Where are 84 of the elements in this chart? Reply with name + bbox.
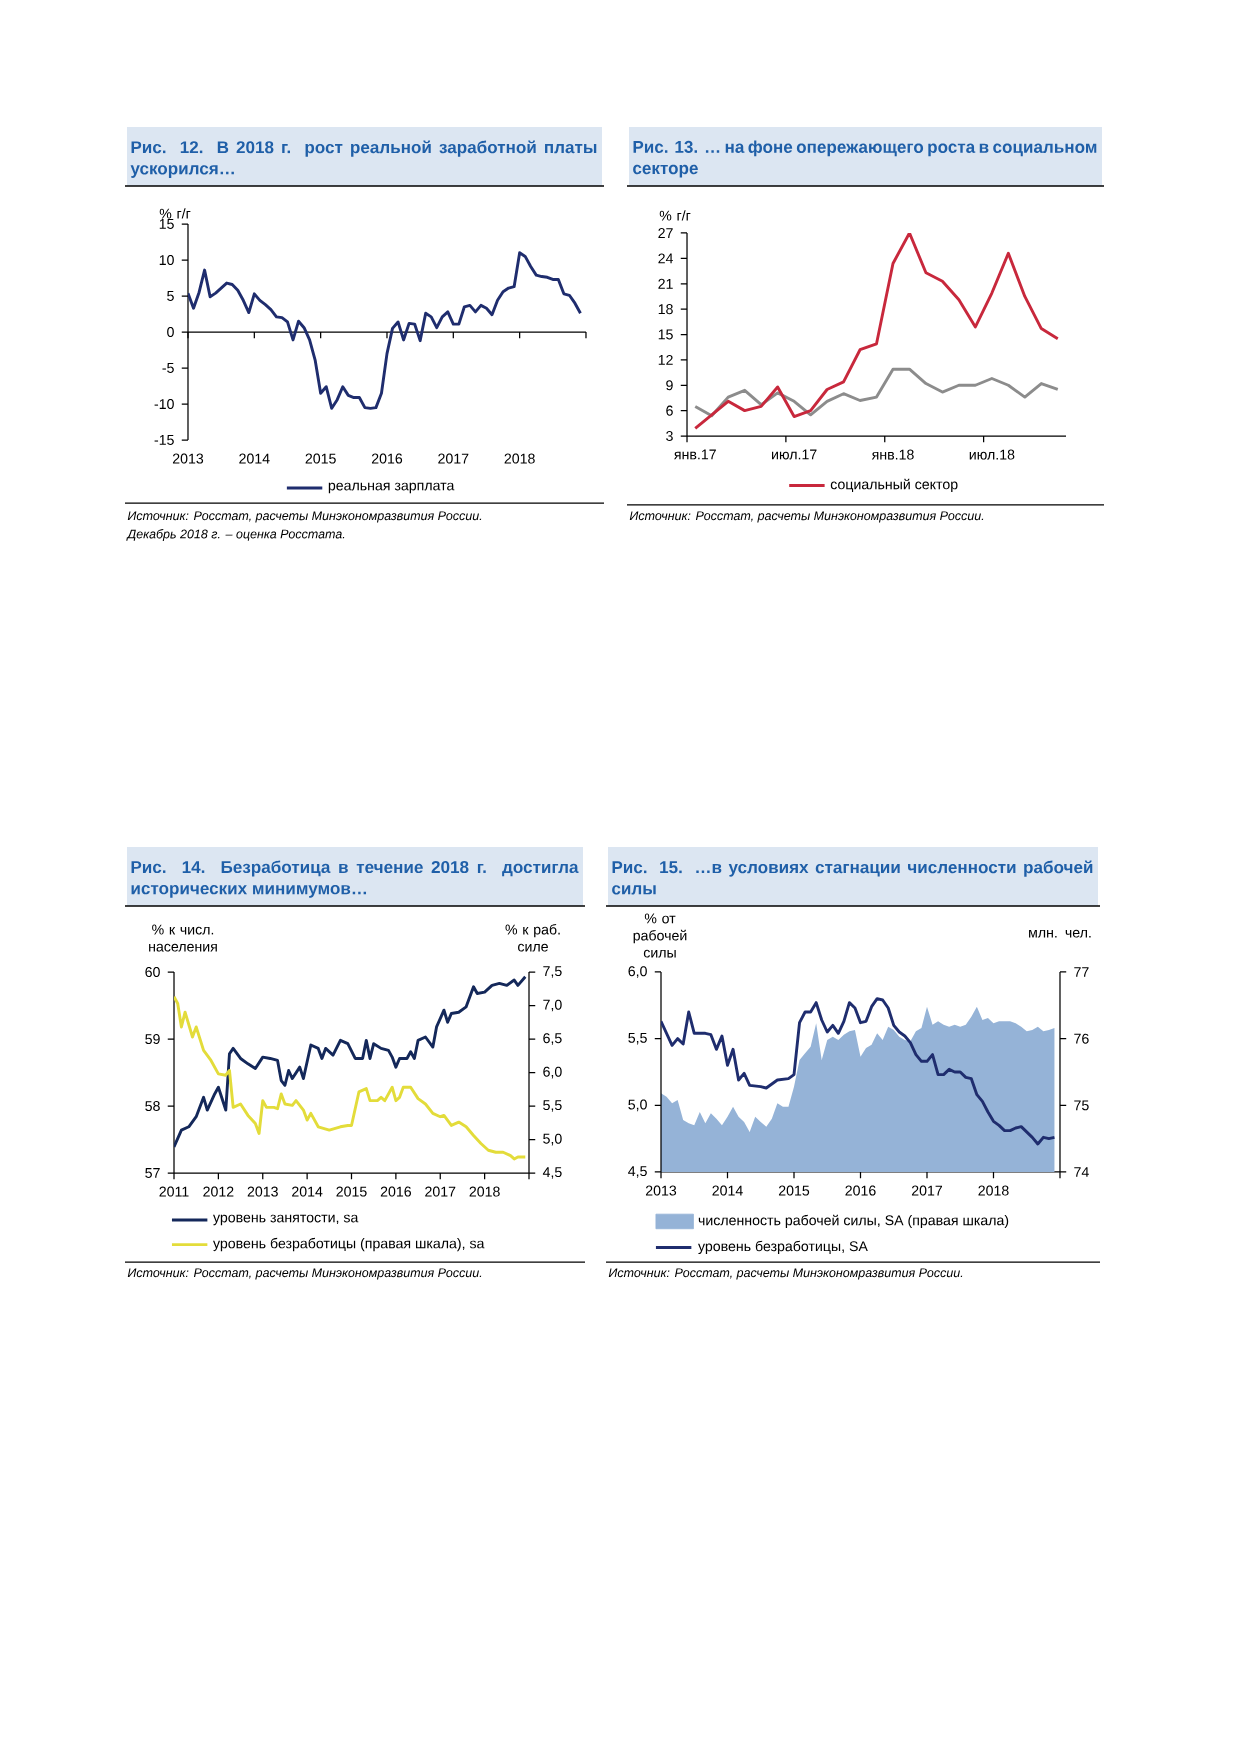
y-tick-label: 3 (666, 430, 673, 442)
y2-tick-label: 5,5 (543, 1100, 562, 1112)
chart-title: Рис. 12. В 2018 г. рост реальной заработной платы ускорился… (130, 140, 597, 178)
y2-tick-label: 6,0 (543, 1066, 562, 1079)
y-tick-label: 18 (658, 304, 673, 315)
y2-tick-label: 7,0 (543, 999, 562, 1012)
chart-title: Рис. 13. … на фоне опережающего роста в социальном секторе (633, 140, 1097, 178)
legend-label: уровень занятости, sa (213, 1214, 359, 1226)
y-tick-label: 6 (666, 405, 673, 416)
x-tick-label: 2016 (380, 1186, 411, 1197)
x-tick-label: 2018 (978, 1185, 1009, 1196)
y-tick-label: 5,5 (628, 1032, 647, 1045)
x-tick-label: 2015 (778, 1185, 810, 1196)
x-tick-label: 2018 (469, 1186, 500, 1197)
x-tick-label: 2013 (247, 1186, 278, 1197)
legend-label: численность рабочей силы, SA (правая шкала) (698, 1214, 1009, 1229)
x-tick-label: июл.18 (969, 449, 1015, 460)
legend-label: уровень безработицы, SA (698, 1240, 868, 1255)
line-series (174, 975, 527, 1149)
y-tick-label: -15 (154, 435, 174, 445)
y-tick-label: 5,0 (628, 1099, 647, 1112)
x-tick-label: 2017 (911, 1185, 943, 1196)
y-tick-label: 15 (658, 329, 673, 340)
x-tick-label: 2012 (203, 1186, 234, 1197)
y-axis-title: % от рабочей силы (633, 913, 687, 958)
y-axis-title: % г/г (159, 208, 191, 219)
y-tick-label: 58 (145, 1101, 160, 1112)
x-tick-label: 2014 (712, 1185, 743, 1196)
y2-axis-title: % к раб. силе (505, 924, 560, 952)
x-tick-label: 2015 (336, 1186, 367, 1197)
x-tick-label: 2014 (292, 1186, 323, 1197)
chart-title: Рис. 15. …в условиях стагнации численности рабочей силы (612, 860, 1093, 895)
x-tick-label: 2013 (645, 1185, 677, 1196)
y-tick-label: 21 (658, 278, 673, 289)
y2-tick-label: 5,0 (543, 1133, 562, 1146)
y-tick-label: -10 (154, 398, 174, 410)
x-tick-label: 2015 (305, 453, 336, 464)
line-series (174, 995, 527, 1161)
x-tick-label: янв.18 (871, 449, 914, 460)
y-tick-label: 60 (145, 966, 160, 978)
line-series (188, 251, 582, 410)
y2-axis-title: млн. чел. (1029, 929, 1091, 938)
y2-tick-label: 76 (1074, 1033, 1089, 1044)
x-tick-label: 2016 (371, 453, 403, 464)
text: Источник: Росстат, расчеты Минэкономразвития России. (127, 1268, 482, 1280)
y2-tick-label: 74 (1074, 1167, 1089, 1177)
y-tick-label: 15 (159, 219, 174, 229)
legend-label: социальный сектор (830, 478, 958, 493)
y-tick-label: 24 (658, 253, 674, 264)
y-axis-title: % г/г (659, 210, 691, 221)
y-tick-label: 0 (167, 326, 174, 338)
y-tick-label: 57 (145, 1168, 160, 1178)
x-tick-label: 2016 (845, 1185, 876, 1196)
line-series (693, 367, 1060, 418)
y2-tick-label: 7,5 (543, 966, 562, 978)
y2-tick-label: 77 (1074, 967, 1089, 977)
y-tick-label: 59 (145, 1034, 160, 1045)
text: Источник: Росстат, расчеты Минэкономразвития России. (608, 1268, 963, 1280)
y-tick-label: 10 (159, 254, 174, 266)
x-tick-label: 2011 (159, 1186, 189, 1197)
legend-label: уровень безработицы (правая шкала), sa (213, 1237, 485, 1252)
y-tick-label: -5 (162, 363, 174, 373)
text: Источник: Росстат, расчеты Минэкономразвития России. (629, 511, 984, 523)
y-tick-label: 12 (658, 354, 673, 365)
y2-tick-label: 4,5 (542, 1167, 562, 1179)
x-tick-label: янв.17 (674, 449, 716, 460)
y2-tick-label: 6,5 (543, 1033, 562, 1045)
text: Декабрь 2018 г. – оценка Росстата. (126, 529, 345, 541)
x-tick-label: 2018 (504, 453, 535, 464)
y-tick-label: 6,0 (628, 966, 647, 978)
y-tick-label: 5 (167, 291, 174, 301)
y2-tick-label: 75 (1074, 1100, 1089, 1111)
y-tick-label: 9 (666, 380, 673, 391)
chart-title: Рис. 14. Безработица в течение 2018 г. достигла исторических минимумов… (131, 860, 579, 898)
x-tick-label: 2013 (172, 453, 204, 464)
x-tick-label: 2014 (239, 453, 270, 464)
x-tick-label: июл.17 (772, 449, 817, 460)
x-tick-label: 2017 (438, 453, 469, 464)
y-tick-label: 27 (658, 228, 673, 238)
x-tick-label: 2017 (425, 1186, 456, 1197)
legend-label: реальная зарплата (328, 482, 455, 494)
y-axis-title: % к числ. населения (149, 924, 217, 952)
y-tick-label: 4,5 (628, 1166, 647, 1178)
text: Источник: Росстат, расчеты Минэкономразвития России. (127, 511, 482, 523)
